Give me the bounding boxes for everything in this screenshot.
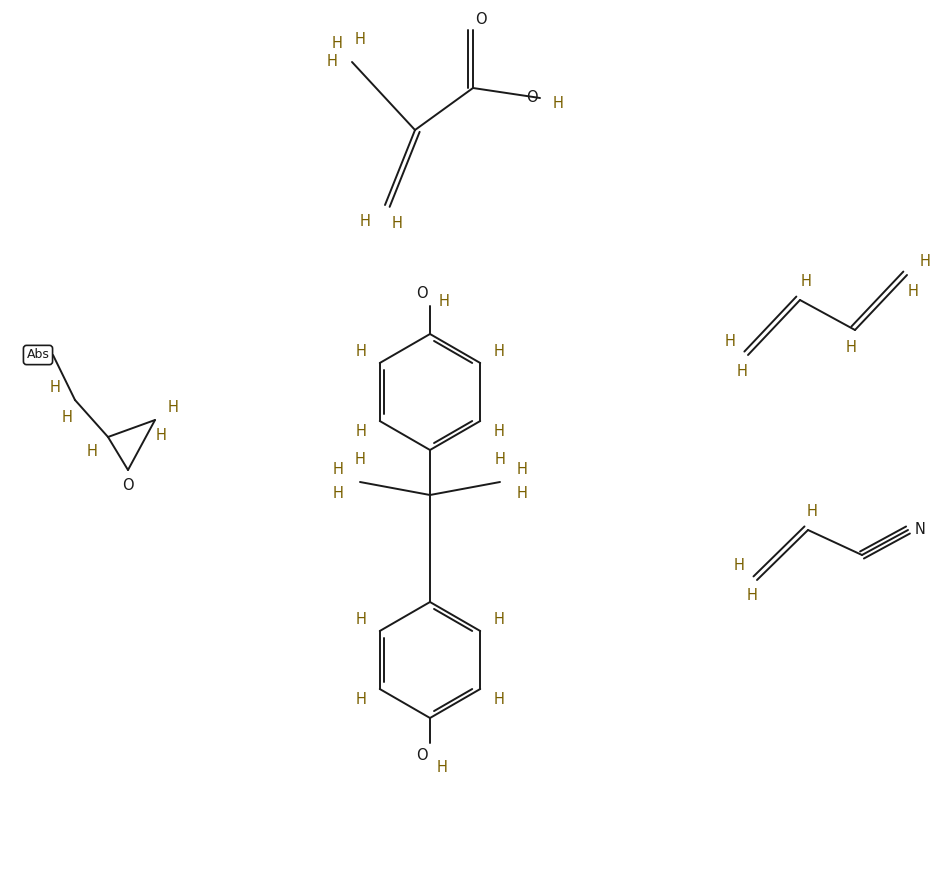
- Text: H: H: [806, 505, 818, 519]
- Text: Abs: Abs: [26, 348, 49, 362]
- Text: H: H: [494, 692, 505, 707]
- Text: H: H: [332, 36, 342, 51]
- Text: H: H: [168, 400, 178, 415]
- Text: H: H: [801, 274, 811, 289]
- Text: H: H: [356, 692, 366, 707]
- Text: H: H: [919, 253, 931, 268]
- Text: H: H: [736, 363, 748, 378]
- Text: H: H: [437, 760, 447, 775]
- Text: H: H: [517, 487, 527, 502]
- Text: O: O: [123, 479, 134, 494]
- Text: O: O: [416, 287, 428, 302]
- Text: H: H: [356, 345, 366, 360]
- Text: O: O: [526, 91, 538, 106]
- Text: H: H: [391, 215, 403, 230]
- Text: H: H: [494, 612, 505, 627]
- Text: O: O: [416, 749, 428, 764]
- Text: H: H: [87, 444, 97, 459]
- Text: H: H: [907, 283, 918, 298]
- Text: N: N: [915, 522, 925, 537]
- Text: H: H: [326, 55, 338, 70]
- Text: H: H: [494, 424, 505, 439]
- Text: H: H: [355, 33, 366, 48]
- Text: H: H: [333, 487, 343, 502]
- Text: H: H: [359, 213, 371, 228]
- Text: H: H: [553, 96, 563, 111]
- Text: H: H: [356, 424, 366, 439]
- Text: H: H: [156, 429, 166, 444]
- Text: H: H: [846, 340, 856, 355]
- Text: H: H: [61, 410, 73, 425]
- Text: H: H: [734, 558, 744, 573]
- Text: H: H: [438, 295, 450, 310]
- Text: H: H: [356, 612, 366, 627]
- Text: H: H: [50, 380, 60, 395]
- Text: H: H: [494, 345, 505, 360]
- Text: H: H: [494, 452, 505, 467]
- Text: H: H: [355, 452, 366, 467]
- Text: H: H: [517, 462, 527, 477]
- Text: H: H: [747, 588, 757, 603]
- Text: O: O: [475, 12, 487, 27]
- Text: H: H: [724, 333, 736, 348]
- Text: H: H: [333, 462, 343, 477]
